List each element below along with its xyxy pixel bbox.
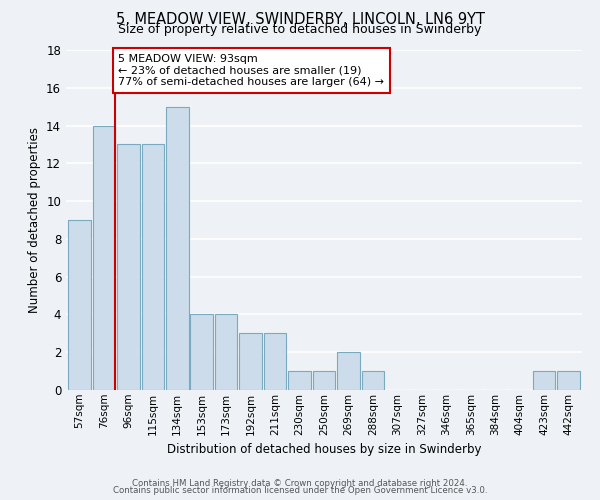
Text: 5 MEADOW VIEW: 93sqm
← 23% of detached houses are smaller (19)
77% of semi-detac: 5 MEADOW VIEW: 93sqm ← 23% of detached h… (118, 54, 384, 87)
Bar (533, 371, 556, 390)
Bar (239, 334, 262, 390)
Text: Contains public sector information licensed under the Open Government Licence v3: Contains public sector information licen… (113, 486, 487, 495)
Bar (190, 314, 213, 390)
Bar (362, 371, 384, 390)
Bar (166, 106, 188, 390)
Bar (215, 314, 238, 390)
Bar (92, 126, 115, 390)
Bar (337, 352, 360, 390)
X-axis label: Distribution of detached houses by size in Swinderby: Distribution of detached houses by size … (167, 443, 481, 456)
Text: 5, MEADOW VIEW, SWINDERBY, LINCOLN, LN6 9YT: 5, MEADOW VIEW, SWINDERBY, LINCOLN, LN6 … (115, 12, 485, 26)
Bar (117, 144, 140, 390)
Bar (557, 371, 580, 390)
Y-axis label: Number of detached properties: Number of detached properties (28, 127, 41, 313)
Bar (288, 371, 311, 390)
Text: Size of property relative to detached houses in Swinderby: Size of property relative to detached ho… (118, 22, 482, 36)
Bar (313, 371, 335, 390)
Text: Contains HM Land Registry data © Crown copyright and database right 2024.: Contains HM Land Registry data © Crown c… (132, 478, 468, 488)
Bar (68, 220, 91, 390)
Bar (142, 144, 164, 390)
Bar (264, 334, 286, 390)
